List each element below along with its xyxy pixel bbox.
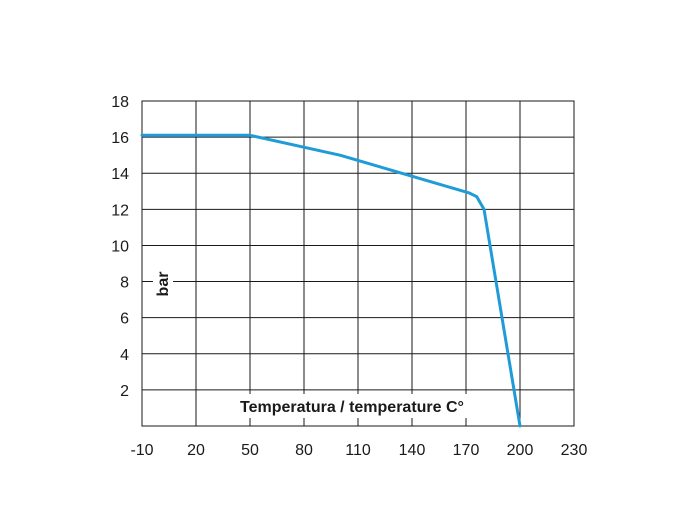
plot-border (141, 100, 575, 427)
y-tick-labels: 2 4 6 8 10 12 14 16 18 (111, 94, 129, 400)
x-axis-label: Temperatura / temperature C° (240, 399, 464, 416)
pressure-curve-line (140, 133, 522, 428)
x-tick-label: 170 (453, 442, 480, 459)
series (140, 133, 522, 428)
y-tick-label: 6 (120, 311, 129, 328)
x-tick-label: -10 (130, 442, 153, 459)
y-tick-label: 18 (111, 94, 129, 111)
x-tick-label: 80 (295, 442, 313, 459)
y-axis-label-background (153, 266, 173, 302)
x-tick-label: 200 (507, 442, 534, 459)
x-tick-label: 140 (399, 442, 426, 459)
y-tick-label: 12 (111, 202, 129, 219)
x-tick-label: 50 (241, 442, 259, 459)
x-tick-label: 20 (187, 442, 205, 459)
plot-frame (141, 100, 575, 427)
x-tick-label: 110 (345, 442, 371, 459)
x-tick-label: 230 (561, 442, 588, 459)
y-tick-label: 10 (111, 238, 129, 255)
x-axis-label-background (236, 394, 486, 418)
y-tick-label: 14 (111, 166, 129, 183)
y-tick-label: 4 (120, 347, 129, 364)
y-axis-label: bar (155, 272, 172, 297)
grid (142, 101, 574, 426)
y-tick-label: 8 (120, 275, 129, 292)
x-tick-labels: -10 20 50 80 110 140 170 200 230 (130, 442, 587, 459)
y-tick-label: 2 (120, 383, 129, 400)
y-tick-label: 16 (111, 130, 129, 147)
axis-labels: bar Temperatura / temperature C° (153, 266, 486, 418)
